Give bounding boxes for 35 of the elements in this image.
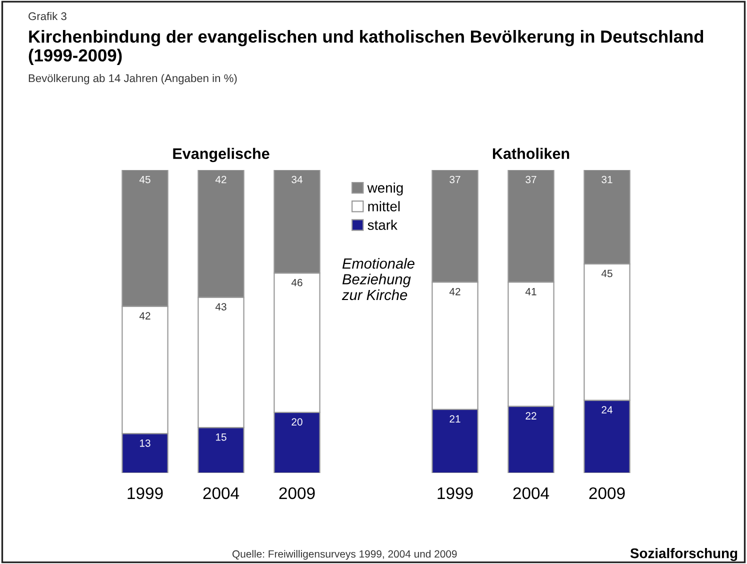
data-label: 37: [526, 176, 536, 184]
data-label: 20: [292, 418, 302, 426]
data-label: 42: [449, 288, 460, 296]
chart-title: Evangelische: [173, 148, 270, 162]
data-label: 43: [215, 303, 226, 310]
chart-title: Katholiken: [492, 148, 570, 160]
data-label: 13: [140, 439, 150, 447]
x-tick-label: 2004: [203, 487, 240, 500]
data-label: 42: [139, 312, 150, 320]
source-note: Quelle: Freiwilligensurveys 1999, 2004 und 2009: [232, 550, 457, 560]
data-label: 15: [216, 433, 226, 441]
x-tick-label: 1999: [438, 487, 473, 500]
legend-title: Emotionale Beziehung zur Kirche: [342, 258, 414, 300]
legend-label: stark: [368, 220, 398, 230]
text: Grafik 3: [28, 12, 66, 20]
data-label: 21: [450, 415, 460, 422]
data-label: 46: [291, 278, 302, 286]
data-label: 42: [215, 176, 226, 184]
data-label: 45: [139, 176, 150, 184]
x-tick-label: 1999: [128, 487, 163, 500]
data-label: 37: [450, 176, 460, 184]
x-tick-label: 2004: [513, 487, 550, 500]
x-tick-label: 2009: [279, 487, 315, 500]
data-label: 45: [601, 270, 612, 278]
data-label: 22: [526, 412, 536, 420]
data-label: 31: [602, 176, 612, 184]
legend-label: wenig: [367, 182, 403, 196]
data-label: 34: [292, 176, 302, 184]
text: Sozialforschung: [630, 548, 738, 562]
data-label: 24: [602, 406, 612, 414]
text: Bevölkerung ab 14 Jahren (Angaben in %): [28, 74, 237, 84]
data-label: 41: [525, 288, 536, 296]
text: Kirchenbindung der evangelischen und katholischen Bevölkerung in Deutschland (1999-2009): [28, 30, 704, 65]
x-tick-label: 2009: [589, 487, 625, 500]
legend-label: mittel: [368, 201, 400, 212]
